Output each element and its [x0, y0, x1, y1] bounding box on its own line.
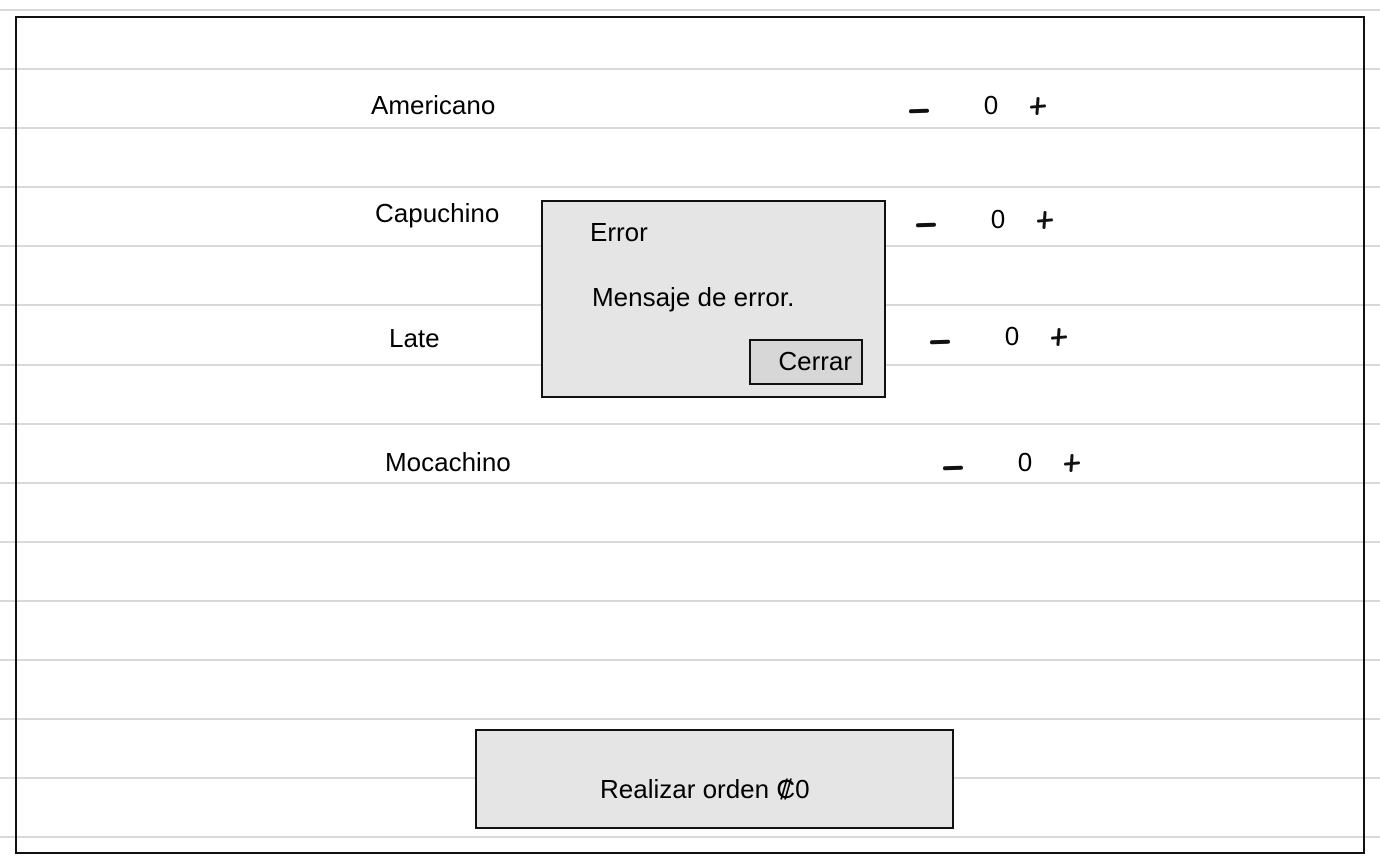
- product-name-capuchino: Capuchino: [375, 198, 500, 228]
- place-order-button[interactable]: Realizar orden ₡0: [475, 729, 954, 829]
- close-button[interactable]: Cerrar: [749, 339, 863, 385]
- dialog-title: Error: [590, 217, 648, 247]
- minus-icon[interactable]: [929, 320, 953, 350]
- quantity-control-americano: 0: [908, 89, 1078, 133]
- plus-icon[interactable]: [1035, 203, 1063, 237]
- quantity-control-capuchino: 0: [915, 203, 1085, 247]
- quantity-value-americano: 0: [983, 90, 999, 120]
- quantity-control-late: 0: [929, 320, 1099, 364]
- dialog-message: Mensaje de error.: [592, 282, 795, 312]
- currency-symbol: ₡: [776, 774, 796, 804]
- place-order-text: Realizar orden: [600, 774, 770, 804]
- quantity-value-capuchino: 0: [990, 204, 1006, 234]
- order-total: 0: [795, 774, 810, 804]
- minus-icon[interactable]: [908, 89, 932, 119]
- quantity-value-late: 0: [1004, 321, 1020, 351]
- order-canvas-frame: [15, 16, 1365, 854]
- plus-icon[interactable]: [1062, 446, 1090, 480]
- quantity-value-mocachino: 0: [1017, 447, 1033, 477]
- minus-icon[interactable]: [915, 203, 939, 233]
- quantity-control-mocachino: 0: [942, 446, 1112, 490]
- error-dialog: Error Mensaje de error. Cerrar: [541, 200, 886, 398]
- minus-icon[interactable]: [942, 446, 966, 476]
- product-name-mocachino: Mocachino: [385, 447, 511, 477]
- place-order-label: Realizar orden ₡0: [600, 773, 810, 805]
- plus-icon[interactable]: [1049, 320, 1077, 354]
- plus-icon[interactable]: [1028, 89, 1056, 123]
- product-name-americano: Americano: [371, 90, 496, 120]
- product-name-late: Late: [389, 323, 440, 353]
